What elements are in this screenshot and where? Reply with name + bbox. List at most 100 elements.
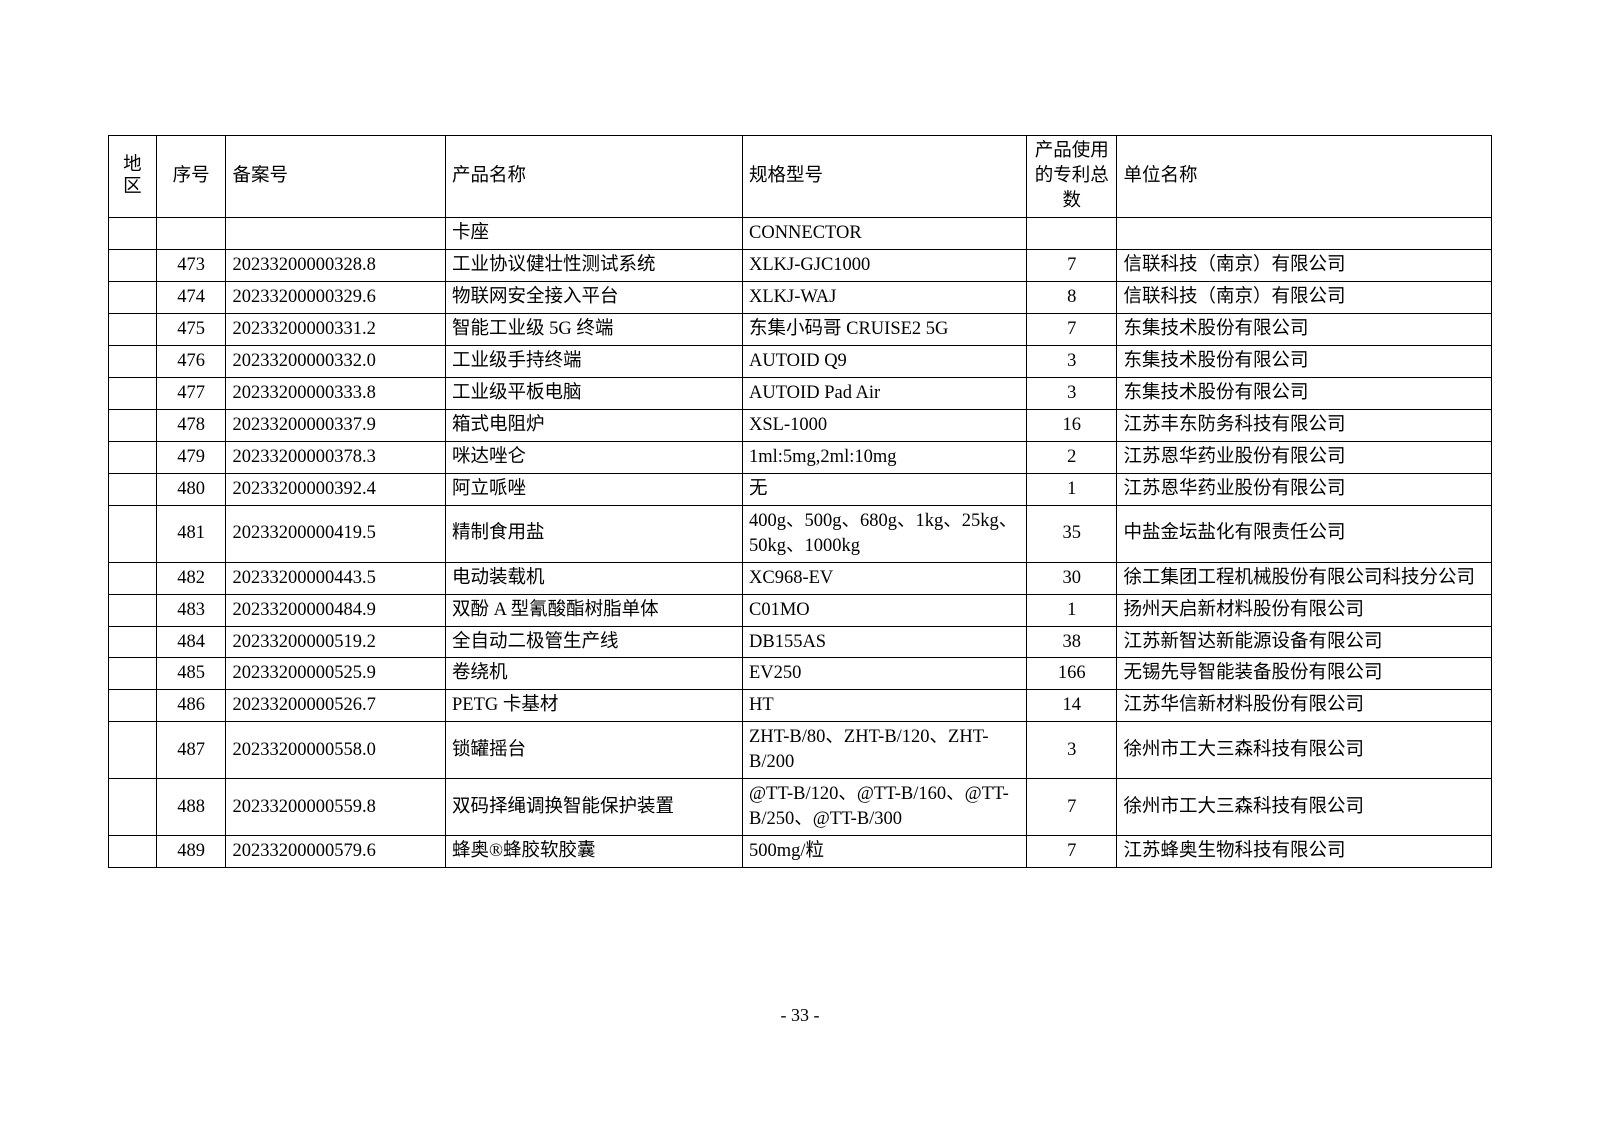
cell-unit: 扬州天启新材料股份有限公司 (1117, 594, 1492, 626)
cell-prod: 全自动二极管生产线 (446, 626, 743, 658)
cell-seq: 479 (156, 441, 226, 473)
cell-rec: 20233200000443.5 (226, 562, 446, 594)
table-row: 48920233200000579.6蜂奥®蜂胶软胶囊500mg/粒7江苏蜂奥生… (109, 836, 1492, 868)
patents-table: 地区 序号 备案号 产品名称 规格型号 产品使用的专利总数 单位名称 卡座 CO… (108, 135, 1492, 868)
cell-prod: 锁罐摇台 (446, 722, 743, 779)
cell-prod: 物联网安全接入平台 (446, 281, 743, 313)
page-container: 地区 序号 备案号 产品名称 规格型号 产品使用的专利总数 单位名称 卡座 CO… (0, 0, 1600, 868)
table-row: 47420233200000329.6物联网安全接入平台XLKJ-WAJ8信联科… (109, 281, 1492, 313)
cell-pat: 1 (1027, 473, 1117, 505)
header-unit: 单位名称 (1117, 136, 1492, 218)
cell-unit: 江苏蜂奥生物科技有限公司 (1117, 836, 1492, 868)
cell-rec: 20233200000392.4 (226, 473, 446, 505)
cell-rec: 20233200000378.3 (226, 441, 446, 473)
header-spec: 规格型号 (743, 136, 1027, 218)
cell-rec: 20233200000333.8 (226, 377, 446, 409)
cell-spec: C01MO (743, 594, 1027, 626)
cell-region (109, 409, 157, 441)
cell-seq: 475 (156, 313, 226, 345)
cell-seq: 482 (156, 562, 226, 594)
cell-seq: 486 (156, 690, 226, 722)
cell-unit: 徐州市工大三森科技有限公司 (1117, 722, 1492, 779)
table-header: 地区 序号 备案号 产品名称 规格型号 产品使用的专利总数 单位名称 (109, 136, 1492, 218)
cell-region (109, 690, 157, 722)
cell-seq: 481 (156, 505, 226, 562)
cell-region (109, 505, 157, 562)
header-sequence: 序号 (156, 136, 226, 218)
cell-unit: 徐工集团工程机械股份有限公司科技分公司 (1117, 562, 1492, 594)
table-row-continuation: 卡座 CONNECTOR (109, 217, 1492, 249)
cell-rec: 20233200000559.8 (226, 779, 446, 836)
cell-pat: 38 (1027, 626, 1117, 658)
cell-rec (226, 217, 446, 249)
cell-prod: 工业级平板电脑 (446, 377, 743, 409)
cell-region (109, 779, 157, 836)
cell-unit: 信联科技（南京）有限公司 (1117, 281, 1492, 313)
cell-rec: 20233200000558.0 (226, 722, 446, 779)
cell-rec: 20233200000484.9 (226, 594, 446, 626)
cell-pat (1027, 217, 1117, 249)
cell-spec: 400g、500g、680g、1kg、25kg、50kg、1000kg (743, 505, 1027, 562)
cell-prod: 咪达唑仑 (446, 441, 743, 473)
cell-region (109, 377, 157, 409)
cell-pat: 3 (1027, 722, 1117, 779)
cell-region (109, 217, 157, 249)
cell-prod: 蜂奥®蜂胶软胶囊 (446, 836, 743, 868)
cell-spec: 1ml:5mg,2ml:10mg (743, 441, 1027, 473)
table-body: 卡座 CONNECTOR 47320233200000328.8工业协议健壮性测… (109, 217, 1492, 867)
cell-pat: 2 (1027, 441, 1117, 473)
cell-seq: 485 (156, 658, 226, 690)
cell-rec: 20233200000337.9 (226, 409, 446, 441)
cell-rec: 20233200000526.7 (226, 690, 446, 722)
cell-spec: XLKJ-GJC1000 (743, 249, 1027, 281)
cell-spec: DB155AS (743, 626, 1027, 658)
table-row: 47920233200000378.3咪达唑仑1ml:5mg,2ml:10mg2… (109, 441, 1492, 473)
cell-seq (156, 217, 226, 249)
table-row: 47620233200000332.0工业级手持终端AUTOID Q93东集技术… (109, 345, 1492, 377)
cell-region (109, 441, 157, 473)
table-row: 48620233200000526.7PETG 卡基材HT14江苏华信新材料股份… (109, 690, 1492, 722)
cell-prod: 双酚 A 型氰酸酯树脂单体 (446, 594, 743, 626)
cell-spec: XSL-1000 (743, 409, 1027, 441)
cell-prod: 阿立哌唑 (446, 473, 743, 505)
cell-spec: CONNECTOR (743, 217, 1027, 249)
cell-unit: 信联科技（南京）有限公司 (1117, 249, 1492, 281)
cell-pat: 166 (1027, 658, 1117, 690)
cell-prod: 智能工业级 5G 终端 (446, 313, 743, 345)
cell-seq: 483 (156, 594, 226, 626)
table-row: 47820233200000337.9箱式电阻炉XSL-100016江苏丰东防务… (109, 409, 1492, 441)
cell-unit: 江苏华信新材料股份有限公司 (1117, 690, 1492, 722)
page-number: - 33 - (0, 1005, 1600, 1026)
cell-unit: 东集技术股份有限公司 (1117, 377, 1492, 409)
cell-prod: 箱式电阻炉 (446, 409, 743, 441)
table-row: 48220233200000443.5电动装载机XC968-EV30徐工集团工程… (109, 562, 1492, 594)
cell-spec: @TT-B/120、@TT-B/160、@TT-B/250、@TT-B/300 (743, 779, 1027, 836)
cell-pat: 8 (1027, 281, 1117, 313)
cell-unit: 东集技术股份有限公司 (1117, 345, 1492, 377)
cell-pat: 3 (1027, 345, 1117, 377)
cell-rec: 20233200000419.5 (226, 505, 446, 562)
cell-unit (1117, 217, 1492, 249)
cell-rec: 20233200000519.2 (226, 626, 446, 658)
cell-pat: 7 (1027, 249, 1117, 281)
cell-seq: 487 (156, 722, 226, 779)
header-record-no: 备案号 (226, 136, 446, 218)
cell-rec: 20233200000525.9 (226, 658, 446, 690)
cell-prod: 卷绕机 (446, 658, 743, 690)
cell-pat: 30 (1027, 562, 1117, 594)
cell-pat: 14 (1027, 690, 1117, 722)
cell-unit: 无锡先导智能装备股份有限公司 (1117, 658, 1492, 690)
cell-spec: 500mg/粒 (743, 836, 1027, 868)
cell-pat: 3 (1027, 377, 1117, 409)
cell-prod: 卡座 (446, 217, 743, 249)
cell-region (109, 281, 157, 313)
cell-unit: 东集技术股份有限公司 (1117, 313, 1492, 345)
table-row: 48320233200000484.9双酚 A 型氰酸酯树脂单体C01MO1扬州… (109, 594, 1492, 626)
cell-pat: 7 (1027, 836, 1117, 868)
cell-seq: 489 (156, 836, 226, 868)
cell-spec: EV250 (743, 658, 1027, 690)
cell-pat: 16 (1027, 409, 1117, 441)
cell-pat: 7 (1027, 779, 1117, 836)
cell-unit: 徐州市工大三森科技有限公司 (1117, 779, 1492, 836)
cell-region (109, 345, 157, 377)
